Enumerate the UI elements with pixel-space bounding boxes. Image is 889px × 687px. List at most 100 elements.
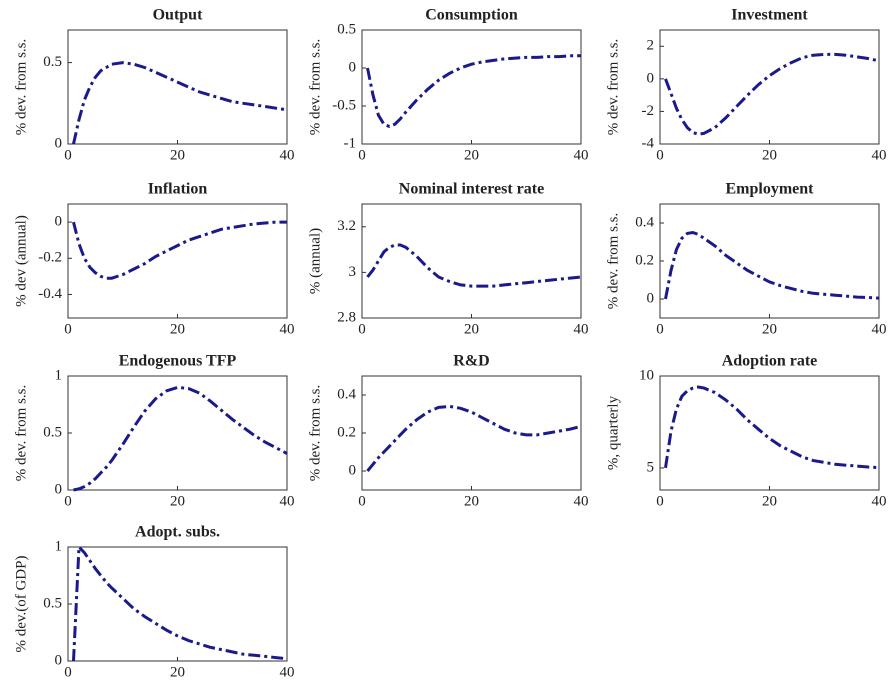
y-tick-label: 0.4 (635, 214, 654, 230)
x-tick-label: 40 (574, 321, 589, 337)
x-tick-label: 0 (358, 147, 366, 163)
axes-frame (659, 203, 880, 319)
line-series (72, 61, 288, 145)
y-axis-label: % dev. from s.s. (605, 213, 621, 310)
y-tick-label: 0.2 (337, 424, 356, 440)
y-tick-label: 0 (55, 135, 63, 151)
x-tick-label: 20 (762, 147, 777, 163)
y-axis-label: % dev.(of GDP) (13, 556, 29, 653)
x-tick-label: 40 (280, 147, 295, 163)
y-tick-label: 3.2 (337, 218, 356, 234)
x-tick-label: 20 (170, 664, 185, 680)
panel-title: Nominal interest rate (399, 181, 544, 198)
line-series (664, 385, 880, 470)
y-tick-label: 3 (349, 264, 357, 280)
y-tick-label: 2.8 (337, 309, 356, 325)
y-tick-label: 0.5 (43, 595, 62, 611)
y-tick-label: 0.5 (43, 424, 62, 440)
line-series (72, 543, 288, 662)
x-tick-label: 0 (64, 664, 72, 680)
y-tick-label: 0 (55, 214, 63, 230)
x-tick-label: 0 (656, 147, 664, 163)
y-tick-label: 2 (647, 38, 655, 54)
y-tick-label: 1 (55, 367, 63, 383)
line-series (664, 230, 880, 300)
x-tick-label: 20 (170, 493, 185, 509)
y-tick-label: 0 (55, 652, 63, 668)
axes-frame (67, 375, 288, 491)
y-axis-label: % dev. from s.s. (605, 39, 621, 136)
panel-title: Employment (726, 181, 815, 198)
y-tick-label: 1 (55, 538, 63, 554)
line-series (366, 404, 582, 472)
x-tick-label: 20 (170, 147, 185, 163)
line-series (366, 54, 581, 129)
x-tick-label: 0 (358, 321, 366, 337)
y-tick-label: 0.5 (43, 54, 62, 70)
y-axis-label: % dev (annual) (13, 215, 29, 307)
line-series (73, 385, 288, 492)
y-axis-label: %, quarterly (605, 395, 621, 470)
x-tick-label: 0 (656, 321, 664, 337)
y-tick-label: 0 (349, 59, 357, 75)
axes-frame (361, 375, 582, 491)
panel-title: Output (153, 7, 203, 24)
axes-frame (67, 203, 288, 319)
y-axis-label: % dev. from s.s. (13, 385, 29, 482)
axes-frame (67, 546, 288, 662)
panel-title: Adopt. subs. (135, 524, 220, 541)
x-tick-label: 0 (358, 493, 366, 509)
x-tick-label: 20 (762, 321, 777, 337)
panel-title: Consumption (425, 7, 518, 24)
axes-frame (361, 29, 582, 145)
x-tick-label: 40 (872, 321, 887, 337)
panel-title: Investment (731, 7, 808, 24)
y-tick-label: -0.5 (332, 97, 356, 113)
x-tick-label: 0 (64, 493, 72, 509)
y-tick-label: -0.4 (38, 286, 62, 302)
y-tick-label: 5 (647, 459, 655, 475)
x-tick-label: 40 (574, 493, 589, 509)
axes-frame (659, 29, 880, 145)
axes-frame (67, 29, 288, 145)
x-tick-label: 40 (280, 664, 295, 680)
x-tick-label: 20 (762, 493, 777, 509)
y-axis-label: % dev. from s.s. (307, 385, 323, 482)
y-tick-label: -4 (642, 135, 655, 151)
y-axis-label: % (annual) (307, 228, 323, 294)
line-series (664, 52, 880, 136)
y-tick-label: -0.2 (38, 250, 62, 266)
line-series (72, 220, 287, 280)
panel-title: Inflation (148, 181, 208, 198)
line-series (366, 243, 582, 288)
y-axis-label: % dev. from s.s. (307, 39, 323, 136)
x-tick-label: 20 (170, 321, 185, 337)
x-tick-label: 40 (574, 147, 589, 163)
x-tick-label: 0 (656, 493, 664, 509)
y-tick-label: 0 (647, 290, 655, 306)
y-tick-label: 0 (349, 462, 357, 478)
panel-title: Adoption rate (722, 353, 818, 370)
y-tick-label: -2 (642, 103, 655, 119)
y-axis-label: % dev. from s.s. (13, 39, 29, 136)
y-tick-label: 0 (647, 70, 655, 86)
y-tick-label: 0.4 (337, 386, 356, 402)
panel-title: R&D (453, 353, 489, 370)
panel-title: Endogenous TFP (119, 353, 237, 370)
x-tick-label: 0 (64, 321, 72, 337)
axes-frame (361, 203, 582, 319)
x-tick-label: 20 (464, 147, 479, 163)
y-tick-label: -1 (344, 135, 357, 151)
x-tick-label: 20 (464, 321, 479, 337)
x-tick-label: 0 (64, 147, 72, 163)
y-tick-label: 0 (55, 481, 63, 497)
x-tick-label: 40 (280, 493, 295, 509)
y-tick-label: 0.2 (635, 252, 654, 268)
y-tick-label: 10 (639, 367, 654, 383)
x-tick-label: 20 (464, 493, 479, 509)
axes-frame (659, 375, 880, 491)
y-tick-label: 0.5 (337, 21, 356, 37)
x-tick-label: 40 (872, 147, 887, 163)
